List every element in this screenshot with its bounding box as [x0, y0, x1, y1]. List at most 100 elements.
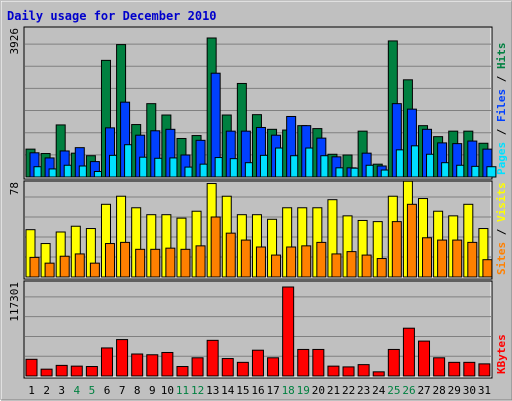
bar-kbytes-day-1 — [25, 358, 38, 377]
bar-sites-day-4 — [74, 253, 85, 278]
bar-kbytes-day-6 — [100, 347, 113, 377]
x-tick-label: 31 — [478, 384, 491, 397]
panel-visits-sites: 78 Sites / Visits — [8, 180, 508, 280]
x-tick-label: 7 — [119, 384, 126, 397]
bar-kbytes-day-3 — [55, 364, 68, 377]
bar-sites-day-21 — [331, 253, 342, 278]
x-axis-labels: 1 2 3 4 5 6 7 8 9 10 11 12 13 14 15 16 17 18 19 20 21 22 23 24 2… — [28, 384, 491, 397]
x-tick-label: 6 — [104, 384, 111, 397]
bar-kbytes-day-28 — [433, 357, 446, 377]
bar-kbytes-day-31 — [478, 363, 491, 377]
x-tick-label: 15 — [236, 384, 249, 397]
bar-sites-day-14 — [225, 232, 236, 278]
bar-sites-day-22 — [346, 251, 357, 278]
bar-kbytes-day-9 — [146, 354, 159, 377]
bar-pages-day-31 — [486, 166, 497, 178]
x-tick-label: 17 — [266, 384, 279, 397]
bar-kbytes-day-5 — [85, 366, 98, 377]
x-tick-label: 4 — [74, 384, 81, 397]
bar-kbytes-day-14 — [221, 358, 234, 377]
bar-sites-day-25 — [391, 221, 402, 278]
bar-sites-day-13 — [210, 216, 221, 278]
bar-kbytes-day-2 — [40, 368, 53, 377]
bar-sites-day-18 — [286, 246, 297, 278]
bar-kbytes-day-27 — [418, 340, 431, 377]
x-tick-label: 2 — [43, 384, 50, 397]
panel-pages-files-hits: 3926 Pages / Files / Hits — [8, 26, 508, 180]
bar-kbytes-day-26 — [402, 327, 415, 377]
x-tick-label: 30 — [463, 384, 476, 397]
bar-sites-day-7 — [120, 241, 131, 278]
legend-label: Sites — [495, 242, 508, 275]
legend-label: Visits — [495, 182, 508, 222]
bar-sites-day-17 — [271, 254, 282, 278]
bar-kbytes-day-13 — [206, 339, 219, 377]
x-tick-label: 25 — [387, 384, 400, 397]
bar-kbytes-day-20 — [312, 348, 325, 377]
bar-sites-day-20 — [316, 241, 327, 278]
x-tick-label: 10 — [161, 384, 174, 397]
bar-kbytes-day-22 — [342, 366, 355, 377]
x-tick-label: 11 — [176, 384, 189, 397]
bar-sites-day-31 — [482, 259, 493, 278]
bar-sites-day-11 — [180, 248, 191, 278]
bar-sites-day-15 — [240, 239, 251, 278]
bar-sites-day-9 — [150, 248, 161, 278]
bar-sites-day-8 — [135, 248, 146, 278]
bar-sites-day-1 — [29, 256, 40, 278]
bar-sites-day-23 — [361, 254, 372, 278]
bar-sites-day-19 — [301, 245, 312, 278]
x-tick-label: 21 — [327, 384, 340, 397]
legend-pages-files-hits: Pages / Files / Hits — [495, 43, 508, 176]
x-tick-label: 26 — [402, 384, 415, 397]
chart-panels: 3926 Pages / Files / Hits 78 Sites / Visits… — [8, 26, 508, 379]
x-tick-label: 8 — [134, 384, 141, 397]
bar-kbytes-day-16 — [251, 349, 264, 377]
x-tick-label: 27 — [417, 384, 430, 397]
bar-kbytes-day-23 — [357, 364, 370, 377]
bar-sites-day-12 — [195, 245, 206, 278]
bar-sites-day-2 — [44, 262, 55, 278]
x-tick-label: 24 — [372, 384, 386, 397]
x-tick-label: 12 — [191, 384, 204, 397]
x-tick-label: 3 — [58, 384, 65, 397]
bar-sites-day-10 — [165, 247, 176, 278]
bar-kbytes-day-10 — [161, 351, 174, 377]
bar-kbytes-day-25 — [387, 348, 400, 377]
panel-kbytes: 117301 KBytes — [8, 280, 508, 379]
x-tick-label: 29 — [448, 384, 461, 397]
legend-kbytes: KBytes — [495, 334, 508, 374]
legend-label: KBytes — [495, 334, 508, 374]
bar-sites-day-16 — [255, 246, 266, 278]
x-tick-label: 22 — [342, 384, 355, 397]
x-tick-label: 9 — [149, 384, 156, 397]
bar-kbytes-day-18 — [282, 286, 295, 377]
x-tick-label: 28 — [433, 384, 446, 397]
bar-kbytes-day-21 — [327, 365, 340, 377]
y-max-label: 78 — [8, 182, 21, 195]
bar-sites-day-30 — [467, 241, 478, 278]
bar-sites-day-26 — [406, 203, 417, 278]
bar-sites-day-29 — [452, 239, 463, 278]
bar-kbytes-day-29 — [448, 361, 461, 377]
bar-kbytes-day-19 — [297, 348, 310, 377]
x-tick-label: 16 — [251, 384, 264, 397]
y-max-label: 3926 — [8, 28, 21, 55]
x-tick-label: 1 — [28, 384, 35, 397]
bar-kbytes-day-8 — [131, 353, 144, 377]
x-tick-label: 19 — [297, 384, 310, 397]
bar-kbytes-day-7 — [116, 339, 129, 377]
bar-sites-day-5 — [89, 262, 100, 278]
bar-kbytes-day-24 — [372, 371, 385, 377]
x-tick-label: 13 — [206, 384, 219, 397]
chart-title: Daily usage for December 2010 — [7, 9, 217, 23]
legend-label: Hits — [495, 43, 508, 70]
legend-label: Pages — [495, 142, 508, 175]
legend-label: Files — [495, 89, 508, 122]
x-tick-label: 18 — [282, 384, 295, 397]
x-tick-label: 14 — [221, 384, 235, 397]
bar-sites-day-27 — [422, 237, 433, 278]
x-tick-label: 20 — [312, 384, 325, 397]
